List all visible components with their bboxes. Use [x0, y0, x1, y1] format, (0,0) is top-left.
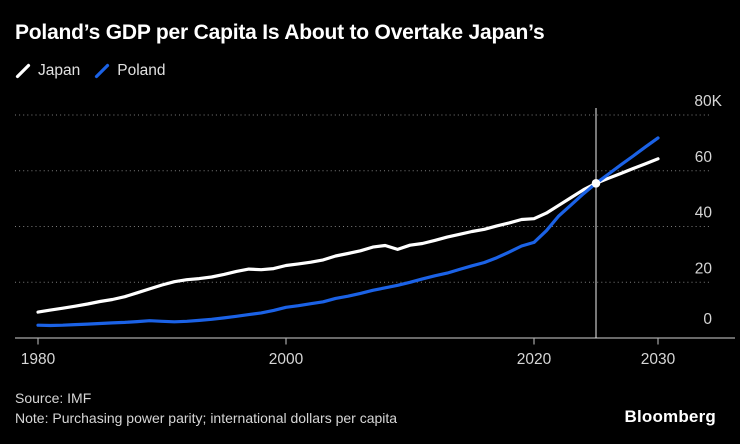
y-tick-label-60: 60	[695, 149, 713, 166]
y-tick-label-40: 40	[695, 205, 713, 222]
chart-title: Poland’s GDP per Capita Is About to Over…	[15, 21, 545, 44]
series-line-japan	[36, 157, 660, 314]
crossover-dot	[591, 178, 601, 188]
chart-footnotes: Source: IMF Note: Purchasing power parit…	[15, 389, 397, 428]
legend-item-poland: Poland	[94, 62, 166, 80]
note-text: Note: Purchasing power parity; internati…	[15, 409, 398, 426]
x-tick-label-1980: 1980	[21, 351, 56, 368]
bloomberg-logo: Bloomberg	[624, 407, 716, 426]
legend-label-japan: Japan	[38, 62, 81, 79]
x-tick-label-2030: 2030	[641, 351, 676, 368]
chart-legend: Japan Poland	[15, 62, 166, 80]
japan-line-swatch-icon	[15, 63, 31, 79]
y-tick-label-20: 20	[695, 260, 713, 277]
source-text: Source: IMF	[15, 390, 92, 406]
y-tick-label-0: 0	[703, 311, 712, 328]
poland-line-swatch-icon	[95, 63, 110, 79]
x-tick-label-2020: 2020	[517, 351, 552, 368]
legend-item-japan: Japan	[15, 62, 80, 80]
x-tick-label-2000: 2000	[269, 351, 304, 368]
legend-label-poland: Poland	[117, 62, 166, 79]
series-line-poland	[36, 136, 660, 328]
y-tick-label-80K: 80K	[694, 93, 722, 110]
